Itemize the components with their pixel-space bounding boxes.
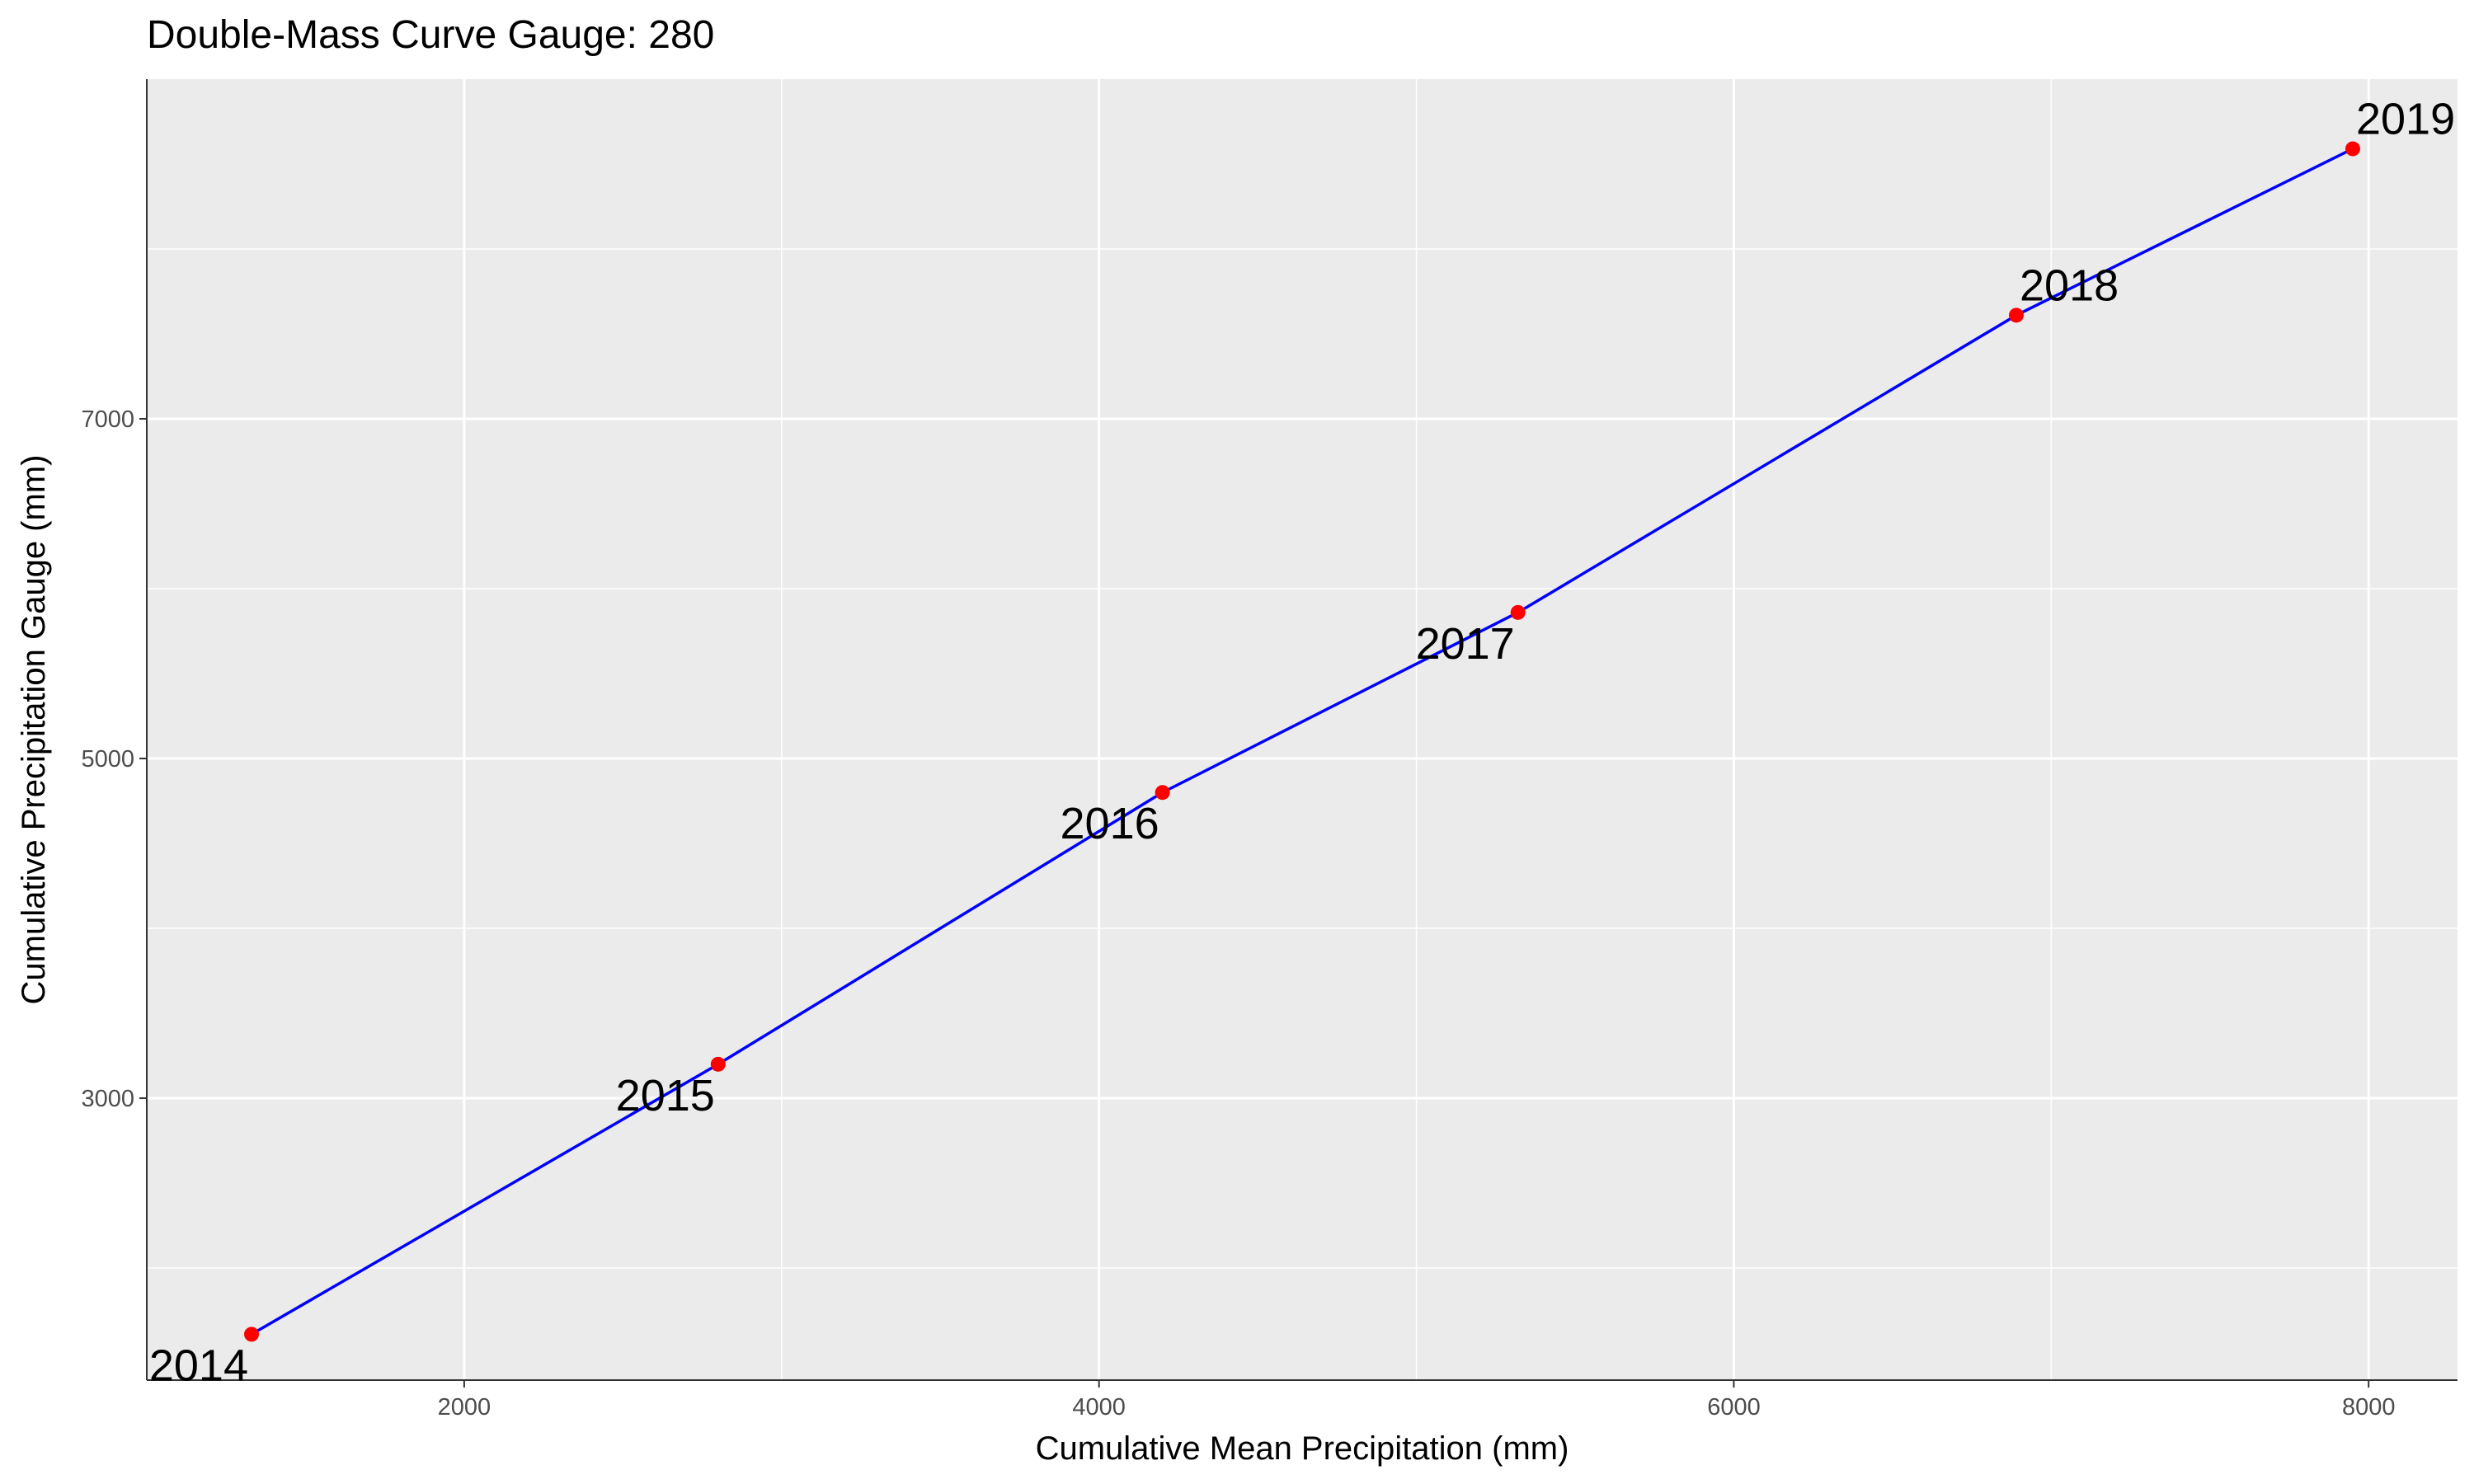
data-point: [710, 1056, 726, 1072]
y-axis-ticks: 3000 5000 7000: [81, 406, 147, 1112]
plot-panel: [147, 79, 2458, 1380]
y-tick-label: 7000: [81, 406, 134, 433]
series-points-group: [244, 141, 2360, 1342]
y-tick-label: 5000: [81, 746, 134, 773]
x-tick-label: 8000: [2342, 1394, 2396, 1421]
major-gridlines: [147, 79, 2458, 1380]
x-tick-label: 6000: [1707, 1394, 1761, 1421]
data-point-label: 2016: [1061, 799, 1159, 848]
x-axis-ticks: 2000 4000 6000 8000: [438, 1380, 2396, 1421]
x-axis-title: Cumulative Mean Precipitation (mm): [1036, 1430, 1569, 1467]
y-tick-label: 3000: [81, 1086, 134, 1112]
data-point-label: 2017: [1416, 619, 1515, 669]
y-axis-title: Cumulative Precipitation Gauge (mm): [16, 455, 52, 1005]
data-point: [244, 1327, 260, 1342]
series-line: [251, 147, 2354, 1336]
chart-title: Double-Mass Curve Gauge: 280: [147, 13, 714, 57]
data-point: [2009, 308, 2025, 323]
x-tick-label: 4000: [1072, 1394, 1126, 1421]
data-point: [1510, 604, 1526, 620]
x-tick-label: 2000: [438, 1394, 492, 1421]
data-point-label: 2019: [2356, 94, 2455, 143]
series-line-group: [251, 147, 2354, 1336]
data-point-label: 2018: [2020, 261, 2119, 310]
data-point: [2345, 141, 2360, 157]
data-point-label: 2015: [616, 1071, 715, 1120]
point-labels-group: 2014 2015 2016 2017 2018 2019: [149, 94, 2455, 1390]
data-point-label: 2014: [149, 1341, 248, 1390]
data-point: [1155, 785, 1170, 801]
